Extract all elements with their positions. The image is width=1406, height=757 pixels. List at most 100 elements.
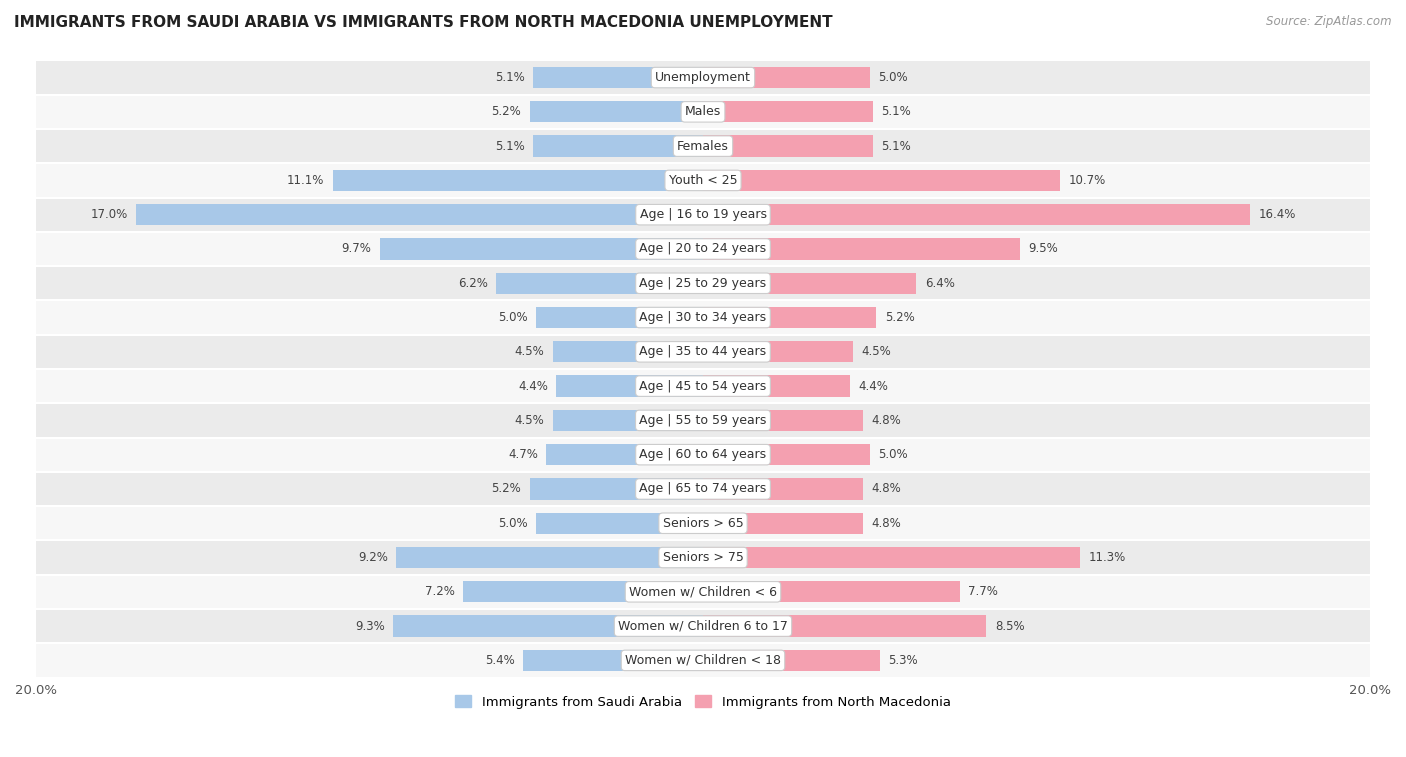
Text: 11.1%: 11.1% xyxy=(287,174,325,187)
Text: 5.3%: 5.3% xyxy=(889,654,918,667)
Bar xyxy=(392,615,703,637)
Bar xyxy=(547,444,703,466)
Text: 5.0%: 5.0% xyxy=(498,517,527,530)
Bar xyxy=(553,410,703,431)
Bar xyxy=(703,444,870,466)
Text: 11.3%: 11.3% xyxy=(1088,551,1125,564)
Text: Seniors > 65: Seniors > 65 xyxy=(662,517,744,530)
Text: 6.4%: 6.4% xyxy=(925,277,955,290)
Bar xyxy=(37,575,1369,609)
Bar xyxy=(37,609,1369,643)
Bar xyxy=(703,341,853,363)
Text: 5.1%: 5.1% xyxy=(882,139,911,153)
Bar xyxy=(37,335,1369,369)
Text: Women w/ Children < 6: Women w/ Children < 6 xyxy=(628,585,778,598)
Text: 5.0%: 5.0% xyxy=(879,448,908,461)
Bar xyxy=(703,478,863,500)
Bar xyxy=(703,67,870,88)
Text: Females: Females xyxy=(678,139,728,153)
Bar xyxy=(37,403,1369,438)
Text: 4.8%: 4.8% xyxy=(872,517,901,530)
Text: Age | 20 to 24 years: Age | 20 to 24 years xyxy=(640,242,766,255)
Bar xyxy=(533,67,703,88)
Bar xyxy=(37,506,1369,540)
Text: Age | 30 to 34 years: Age | 30 to 34 years xyxy=(640,311,766,324)
Text: 5.2%: 5.2% xyxy=(492,105,522,118)
Text: 4.7%: 4.7% xyxy=(508,448,538,461)
Bar xyxy=(37,472,1369,506)
Text: 4.5%: 4.5% xyxy=(515,345,544,358)
Text: Age | 55 to 59 years: Age | 55 to 59 years xyxy=(640,414,766,427)
Bar xyxy=(703,512,863,534)
Text: 7.7%: 7.7% xyxy=(969,585,998,598)
Text: 4.4%: 4.4% xyxy=(517,379,548,393)
Text: Women w/ Children 6 to 17: Women w/ Children 6 to 17 xyxy=(619,619,787,633)
Bar xyxy=(523,650,703,671)
Text: 4.4%: 4.4% xyxy=(858,379,889,393)
Text: 5.1%: 5.1% xyxy=(495,71,524,84)
Bar xyxy=(703,581,960,603)
Text: Age | 60 to 64 years: Age | 60 to 64 years xyxy=(640,448,766,461)
Text: 9.3%: 9.3% xyxy=(354,619,384,633)
Text: 9.2%: 9.2% xyxy=(359,551,388,564)
Text: 9.7%: 9.7% xyxy=(342,242,371,255)
Bar xyxy=(703,410,863,431)
Bar xyxy=(333,170,703,191)
Text: Age | 35 to 44 years: Age | 35 to 44 years xyxy=(640,345,766,358)
Bar xyxy=(37,266,1369,301)
Bar xyxy=(37,95,1369,129)
Bar xyxy=(703,136,873,157)
Bar xyxy=(703,101,873,123)
Bar xyxy=(463,581,703,603)
Bar xyxy=(703,307,876,329)
Text: 5.0%: 5.0% xyxy=(879,71,908,84)
Bar xyxy=(530,101,703,123)
Text: Unemployment: Unemployment xyxy=(655,71,751,84)
Bar xyxy=(703,273,917,294)
Bar xyxy=(557,375,703,397)
Bar xyxy=(37,301,1369,335)
Text: Women w/ Children < 18: Women w/ Children < 18 xyxy=(626,654,780,667)
Text: Age | 16 to 19 years: Age | 16 to 19 years xyxy=(640,208,766,221)
Bar xyxy=(37,61,1369,95)
Bar xyxy=(703,650,880,671)
Text: Age | 25 to 29 years: Age | 25 to 29 years xyxy=(640,277,766,290)
Text: Youth < 25: Youth < 25 xyxy=(669,174,737,187)
Text: 5.2%: 5.2% xyxy=(492,482,522,496)
Text: Males: Males xyxy=(685,105,721,118)
Bar xyxy=(37,643,1369,678)
Bar xyxy=(37,164,1369,198)
Text: 10.7%: 10.7% xyxy=(1069,174,1105,187)
Bar xyxy=(37,129,1369,164)
Bar xyxy=(536,307,703,329)
Text: IMMIGRANTS FROM SAUDI ARABIA VS IMMIGRANTS FROM NORTH MACEDONIA UNEMPLOYMENT: IMMIGRANTS FROM SAUDI ARABIA VS IMMIGRAN… xyxy=(14,15,832,30)
Text: 8.5%: 8.5% xyxy=(995,619,1025,633)
Bar xyxy=(703,204,1250,226)
Text: Source: ZipAtlas.com: Source: ZipAtlas.com xyxy=(1267,15,1392,28)
Text: 5.2%: 5.2% xyxy=(884,311,914,324)
Text: 5.1%: 5.1% xyxy=(882,105,911,118)
Bar xyxy=(37,540,1369,575)
Text: 5.0%: 5.0% xyxy=(498,311,527,324)
Bar xyxy=(37,232,1369,266)
Bar xyxy=(703,170,1060,191)
Text: 5.1%: 5.1% xyxy=(495,139,524,153)
Text: Age | 65 to 74 years: Age | 65 to 74 years xyxy=(640,482,766,496)
Bar xyxy=(533,136,703,157)
Bar xyxy=(37,198,1369,232)
Text: 17.0%: 17.0% xyxy=(90,208,128,221)
Text: 5.4%: 5.4% xyxy=(485,654,515,667)
Text: 7.2%: 7.2% xyxy=(425,585,454,598)
Bar xyxy=(703,375,849,397)
Text: 4.8%: 4.8% xyxy=(872,482,901,496)
Text: 16.4%: 16.4% xyxy=(1258,208,1296,221)
Bar xyxy=(703,238,1019,260)
Bar xyxy=(536,512,703,534)
Bar xyxy=(496,273,703,294)
Text: Age | 45 to 54 years: Age | 45 to 54 years xyxy=(640,379,766,393)
Bar xyxy=(37,369,1369,403)
Bar xyxy=(703,615,987,637)
Bar xyxy=(396,547,703,569)
Text: 4.5%: 4.5% xyxy=(515,414,544,427)
Text: 6.2%: 6.2% xyxy=(458,277,488,290)
